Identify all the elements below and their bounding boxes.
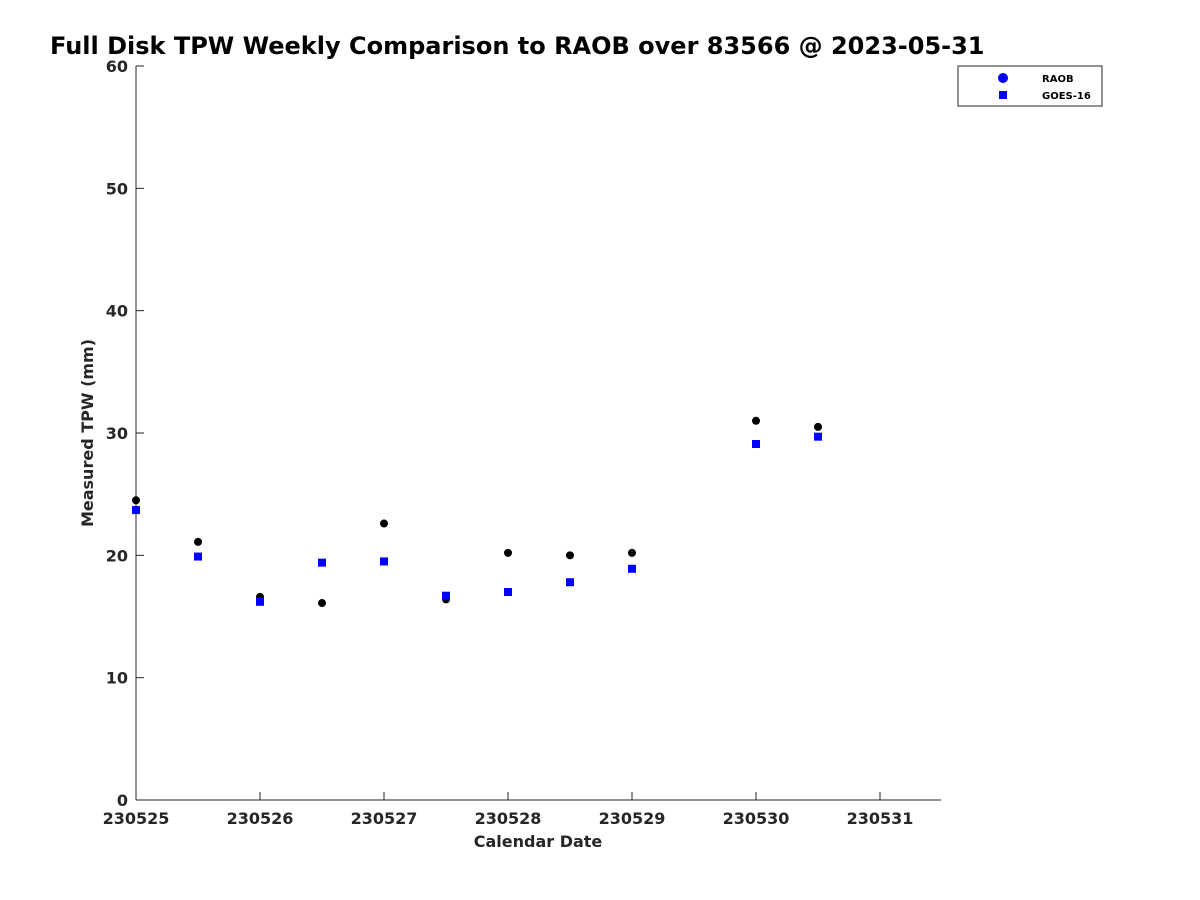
data-point-raob — [504, 548, 512, 557]
data-point-goes16 — [132, 506, 140, 515]
data-point-goes16 — [318, 558, 326, 567]
legend-box — [957, 65, 1103, 107]
series-raob — [132, 416, 822, 608]
legend-marker-raob — [998, 73, 1008, 83]
plot-points — [132, 416, 822, 608]
x-tick-label: 230527 — [351, 809, 418, 828]
data-point-raob — [752, 416, 760, 425]
data-point-goes16 — [442, 591, 450, 600]
data-point-raob — [628, 548, 636, 557]
x-tick-label: 230529 — [599, 809, 666, 828]
data-point-raob — [814, 422, 822, 431]
data-point-goes16 — [504, 588, 512, 597]
data-point-raob — [380, 519, 388, 528]
x-tick-label: 230528 — [475, 809, 542, 828]
chart-title: Full Disk TPW Weekly Comparison to RAOB … — [50, 32, 985, 60]
legend: RAOB GOES-16 — [957, 65, 1103, 107]
data-point-goes16 — [628, 564, 636, 573]
legend-label: GOES-16 — [1042, 91, 1091, 102]
x-tick-label: 230525 — [103, 809, 170, 828]
y-tick-label: 50 — [106, 179, 128, 198]
y-ticks: 0 10 20 30 40 50 60 — [106, 57, 144, 810]
y-tick-label: 60 — [106, 57, 128, 76]
data-point-raob — [132, 496, 140, 505]
data-point-goes16 — [194, 552, 202, 561]
y-axis-label: Measured TPW (mm) — [78, 339, 97, 527]
x-tick-label: 230526 — [227, 809, 294, 828]
y-tick-label: 0 — [117, 791, 128, 810]
series-goes-16 — [132, 432, 822, 606]
data-point-goes16 — [814, 432, 822, 441]
data-point-raob — [566, 551, 574, 560]
x-tick-label: 230530 — [723, 809, 790, 828]
y-tick-label: 20 — [106, 546, 128, 565]
y-tick-label: 40 — [106, 302, 128, 321]
data-point-goes16 — [256, 597, 264, 606]
data-point-raob — [194, 537, 202, 546]
x-ticks: 230525 230526 230527 230528 230529 230530 2305… — [103, 792, 914, 828]
legend-marker-goes16 — [999, 91, 1007, 99]
y-tick-label: 10 — [106, 669, 128, 688]
data-point-raob — [318, 599, 326, 608]
legend-items: RAOB GOES-16 — [998, 73, 1091, 102]
x-tick-label: 230531 — [847, 809, 914, 828]
data-point-goes16 — [380, 557, 388, 566]
data-point-goes16 — [566, 578, 574, 587]
data-point-goes16 — [752, 440, 760, 449]
legend-label: RAOB — [1042, 74, 1074, 85]
y-tick-label: 30 — [106, 424, 128, 443]
x-axis-label: Calendar Date — [474, 832, 603, 851]
